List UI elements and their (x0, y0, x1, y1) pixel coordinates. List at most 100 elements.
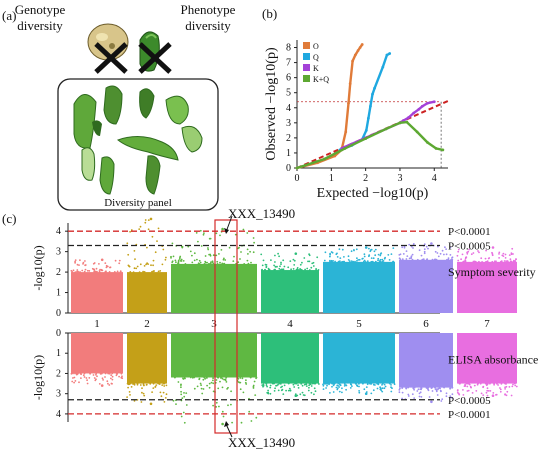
snp-point (152, 382, 155, 385)
chromosome-5-points (323, 246, 395, 313)
annotation-bottom: XXX_13490 (228, 435, 295, 450)
snp-point (329, 252, 331, 255)
snp-point (182, 411, 185, 414)
snp-point (316, 256, 319, 259)
snp-point (343, 385, 346, 387)
snp-point (233, 255, 235, 258)
snp-point (95, 271, 98, 273)
snp-point (78, 264, 80, 266)
snp-point (207, 248, 210, 251)
peak-point (149, 217, 153, 221)
qq-y-tick-label: 3 (286, 118, 291, 129)
snp-point (246, 248, 249, 251)
snp-point (326, 384, 328, 387)
snp-point (71, 271, 74, 273)
snp-point (462, 389, 464, 391)
snp-point (232, 260, 235, 262)
qq-legend-label: K (313, 64, 319, 73)
snp-point (208, 382, 211, 385)
snp-point (374, 384, 376, 386)
snp-point (467, 389, 470, 392)
snp-point (296, 267, 299, 269)
chromosome-body (127, 272, 167, 313)
qq-series-k (340, 100, 436, 150)
chromosome-6-points (398, 333, 454, 404)
snp-point (295, 269, 298, 271)
qq-point (351, 59, 354, 63)
snp-point (222, 415, 225, 418)
snp-point (152, 387, 155, 389)
chromosome-6-points (398, 242, 454, 313)
snp-point (301, 261, 303, 264)
peak-point (221, 227, 224, 231)
snp-point (215, 406, 218, 408)
qq-series-o (295, 43, 364, 170)
snp-point (215, 254, 218, 257)
qq-point (371, 92, 374, 96)
snp-point (109, 266, 111, 269)
snp-point (287, 382, 290, 385)
qq-point (343, 147, 347, 150)
snp-point (273, 264, 275, 267)
snp-point (498, 253, 500, 255)
snp-point (374, 248, 377, 251)
snp-point (392, 247, 395, 250)
qq-y-label: Observed −log10(p) (264, 47, 279, 161)
snp-point (451, 393, 454, 396)
snp-point (331, 261, 333, 263)
snp-point (92, 374, 95, 376)
snp-point (513, 259, 515, 262)
snp-point (311, 262, 314, 265)
snp-point (84, 268, 87, 271)
snp-point (195, 232, 198, 234)
snp-point (151, 270, 153, 273)
snp-point (354, 260, 356, 263)
qq-point (366, 116, 370, 120)
snp-point (177, 262, 179, 265)
snp-point (423, 248, 426, 251)
snp-point (248, 410, 251, 413)
snp-point (252, 251, 255, 254)
snp-point (220, 249, 223, 251)
qq-point (358, 46, 362, 49)
snp-point (379, 254, 382, 257)
phenotype-title-line2: diversity (185, 18, 231, 33)
qq-legend-label: O (313, 42, 319, 51)
snp-point (308, 384, 310, 387)
snp-point (104, 376, 106, 378)
snp-point (499, 390, 502, 393)
snp-point (502, 255, 505, 257)
snp-point (487, 390, 490, 392)
snp-point (130, 229, 133, 231)
snp-point (401, 397, 403, 400)
snp-point (78, 271, 81, 273)
snp-point (252, 237, 255, 239)
snp-point (204, 260, 207, 263)
snp-point (147, 219, 150, 222)
snp-point (108, 372, 111, 375)
manhattan-trait-title: ELISA absorbance (448, 353, 538, 367)
qq-point (373, 86, 376, 90)
snp-point (401, 246, 404, 249)
snp-point (180, 258, 183, 261)
qq-y-tick-label: 7 (286, 58, 291, 69)
snp-point (482, 394, 485, 396)
peak-point (221, 422, 224, 426)
snp-point (204, 377, 207, 380)
qq-x-tick-label: 1 (329, 173, 334, 184)
peak-point (294, 252, 298, 255)
snp-point (175, 261, 177, 264)
snp-point (511, 385, 514, 388)
snp-point (208, 386, 211, 389)
snp-point (293, 264, 296, 266)
snp-point (445, 395, 448, 398)
snp-point (416, 390, 419, 392)
snp-point (356, 260, 358, 262)
snp-point (492, 392, 495, 394)
annotation-bottom-arrowhead (224, 421, 229, 427)
snp-point (449, 246, 452, 249)
snp-point (476, 383, 479, 386)
snp-point (126, 242, 129, 245)
snp-point (79, 259, 81, 262)
